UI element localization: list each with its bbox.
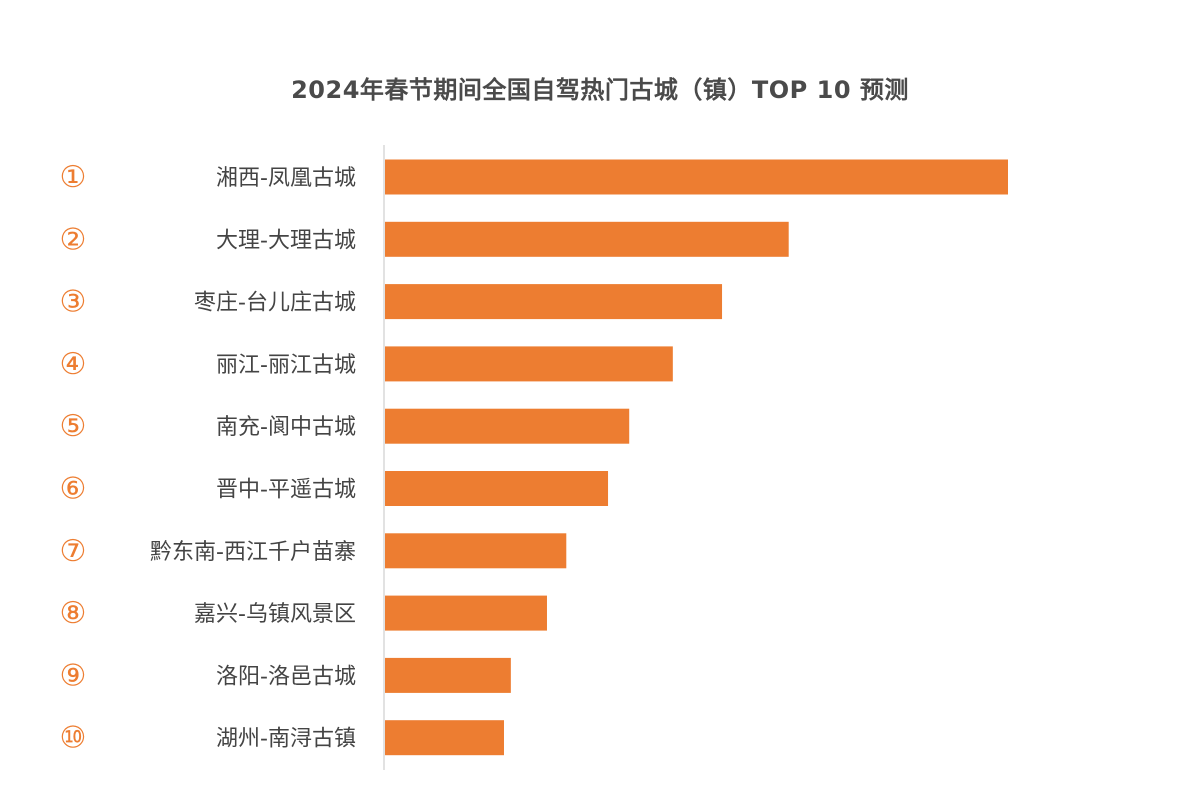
- category-label: 黔东南-西江千户苗寨: [150, 540, 356, 565]
- category-label: 晋中-平遥古城: [216, 478, 356, 503]
- bar-10: [385, 720, 504, 756]
- rank-badge: ①: [60, 160, 87, 195]
- bar-6: [385, 471, 609, 506]
- bar-1: [385, 159, 1008, 195]
- rank-badge: ⑩: [60, 721, 87, 756]
- rank-badge: ⑧: [60, 596, 87, 631]
- category-label: 枣庄-台儿庄古城: [194, 291, 356, 316]
- category-label: 丽江-丽江古城: [216, 353, 356, 378]
- rank-badge: ②: [60, 222, 87, 257]
- rank-badge: ⑥: [60, 472, 87, 507]
- category-label: 南充-阆中古城: [216, 415, 356, 440]
- bar-9: [385, 657, 511, 693]
- bar-5: [385, 408, 630, 444]
- category-label: 嘉兴-乌镇风景区: [194, 602, 356, 627]
- category-label: 湖州-南浔古镇: [216, 727, 356, 752]
- rank-badge: ⑤: [60, 409, 87, 444]
- rank-badge: ④: [60, 347, 87, 382]
- rank-badge: ⑨: [60, 658, 87, 693]
- category-label: 大理-大理古城: [216, 228, 356, 253]
- category-label: 湘西-凤凰古城: [216, 166, 356, 191]
- rank-badge: ③: [60, 285, 87, 320]
- bar-3: [385, 284, 723, 320]
- bar-4: [385, 346, 673, 382]
- chart-title: 2024年春节期间全国自驾热门古城（镇）TOP 10 预测: [291, 76, 909, 104]
- bar-2: [385, 221, 789, 257]
- rank-badge: ⑦: [60, 534, 87, 569]
- category-label: 洛阳-洛邑古城: [216, 664, 356, 689]
- bar-7: [385, 533, 567, 569]
- bar-8: [385, 595, 547, 631]
